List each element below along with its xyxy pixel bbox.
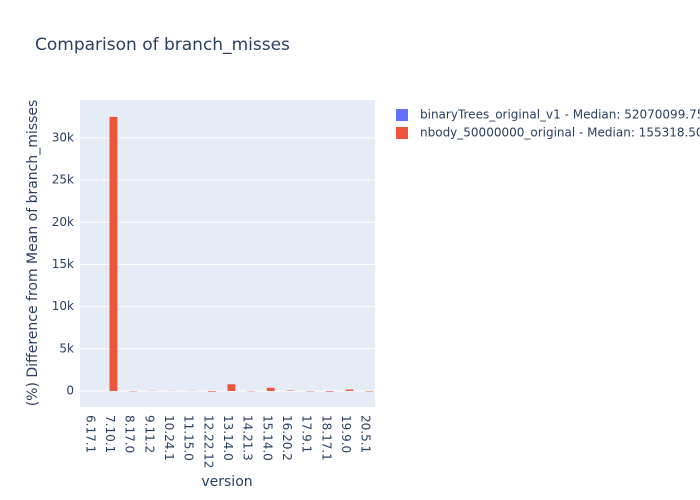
x-tick-label: 9.11.2 (142, 415, 156, 453)
x-tick-label: 16.20.2 (280, 415, 294, 461)
y-tick-label: 20k (52, 215, 74, 229)
x-tick-label: 17.9.1 (300, 415, 314, 453)
y-tick-label: 15k (52, 257, 74, 271)
legend-label: binaryTrees_original_v1 - Median: 520700… (420, 108, 700, 122)
y-tick-label: 10k (52, 299, 74, 313)
x-tick-label: 13.14.0 (221, 415, 235, 461)
bar (207, 390, 216, 392)
y-axis-title: (%) Difference from Mean of branch_misse… (25, 100, 41, 407)
x-tick-label: 12.22.12 (201, 415, 215, 468)
legend-swatch (396, 109, 408, 121)
y-tick-label: 0 (66, 383, 74, 397)
bar (266, 387, 275, 391)
x-tick-label: 11.15.0 (182, 415, 196, 461)
bar (227, 384, 236, 391)
legend-swatch (396, 127, 408, 139)
x-tick-label: 10.24.1 (162, 415, 176, 461)
y-tick-label: 5k (59, 341, 74, 355)
x-tick-label: 7.10.1 (103, 415, 117, 453)
x-tick-label: 15.14.0 (260, 415, 274, 461)
y-tick-label: 25k (52, 173, 74, 187)
x-tick-label: 6.17.1 (83, 415, 97, 453)
bar (109, 116, 118, 391)
chart-title: Comparison of branch_misses (35, 35, 290, 55)
x-tick-label: 19.9.0 (339, 415, 353, 453)
bar (345, 389, 354, 391)
bar (325, 390, 334, 392)
legend-label: nbody_50000000_original - Median: 155318… (420, 126, 700, 140)
bars (109, 116, 374, 392)
y-tick-label: 30k (52, 130, 74, 144)
x-tick-label: 14.21.3 (241, 415, 255, 461)
plot-area (80, 100, 375, 407)
x-axis-title: version (201, 474, 252, 490)
x-tick-label: 18.17.1 (319, 415, 333, 461)
x-tick-label: 20.5.1 (359, 415, 373, 453)
x-tick-label: 8.17.0 (123, 415, 137, 453)
grid (80, 137, 375, 392)
